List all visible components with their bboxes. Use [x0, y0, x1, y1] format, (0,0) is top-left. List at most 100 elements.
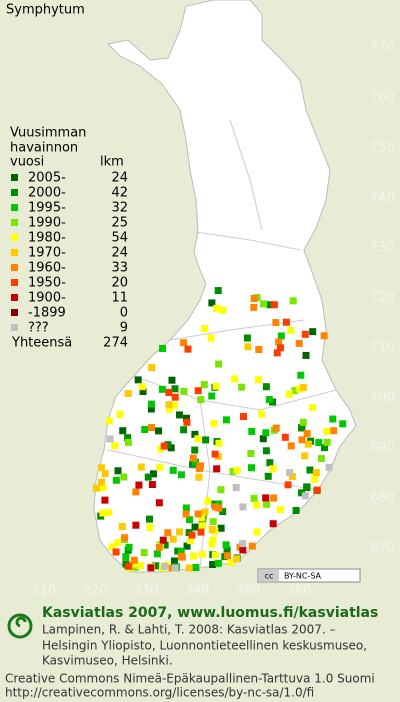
occurrence-square	[124, 389, 132, 397]
occurrence-square	[255, 346, 263, 354]
occurrence-square	[323, 427, 331, 435]
occurrence-square	[262, 383, 270, 391]
occurrence-square	[199, 522, 207, 530]
easting-label: 330	[134, 584, 159, 599]
occurrence-square	[194, 387, 202, 395]
occurrence-square	[125, 543, 133, 551]
occurrence-square	[184, 345, 192, 353]
occurrence-square	[298, 423, 306, 431]
occurrence-square	[258, 410, 266, 418]
occurrence-square	[138, 383, 146, 391]
occurrence-square	[301, 492, 309, 500]
occurrence-square	[244, 343, 252, 351]
occurrence-square	[171, 393, 179, 401]
occurrence-square	[215, 360, 223, 368]
occurrence-square	[253, 501, 261, 509]
occurrence-square	[239, 413, 247, 421]
occurrence-square	[313, 486, 321, 494]
occurrence-square	[139, 388, 147, 396]
legend-label: 1960-	[28, 261, 66, 276]
occurrence-square	[130, 556, 138, 564]
occurrence-square	[185, 564, 193, 572]
northing-label: 710	[370, 341, 395, 356]
occurrence-square	[92, 484, 100, 492]
occurrence-square	[212, 382, 220, 390]
legend-label: 1980-	[28, 231, 66, 246]
citation: Helsingin Yliopisto, Luonnontieteellinen…	[42, 639, 367, 653]
legend-label: 1900-	[28, 291, 66, 306]
occurrence-square	[288, 472, 296, 480]
occurrence-square	[275, 338, 283, 346]
occurrence-square	[194, 510, 202, 518]
legend-count: 9	[120, 321, 128, 336]
occurrence-square	[155, 543, 163, 551]
occurrence-square	[132, 521, 140, 529]
occurrence-square	[125, 562, 133, 570]
total: 274	[103, 336, 128, 351]
occurrence-square	[108, 543, 116, 551]
occurrence-square	[321, 444, 329, 452]
occurrence-square	[124, 438, 132, 446]
occurrence-square	[149, 470, 157, 478]
occurrence-square	[208, 526, 216, 534]
occurrence-square	[177, 471, 185, 479]
occurrence-square	[121, 534, 129, 542]
occurrence-square	[301, 330, 309, 338]
occurrence-square	[99, 484, 107, 492]
occurrence-square	[239, 540, 247, 548]
occurrence-square	[282, 318, 290, 326]
occurrence-square	[147, 400, 155, 408]
occurrence-square	[262, 447, 270, 455]
northing-label: 730	[370, 241, 395, 256]
occurrence-square	[114, 539, 122, 547]
occurrence-square	[176, 528, 184, 536]
occurrence-square	[198, 550, 206, 558]
occurrence-square	[129, 560, 137, 568]
occurrence-square	[238, 383, 246, 391]
occurrence-square	[116, 410, 124, 418]
easting-label: 310	[32, 584, 57, 599]
occurrence-square	[141, 425, 149, 433]
occurrence-square	[186, 516, 194, 524]
occurrence-square	[233, 555, 241, 563]
legend-swatch	[11, 234, 18, 241]
occurrence-square	[194, 435, 202, 443]
occurrence-square	[177, 552, 185, 560]
occurrence-square	[295, 339, 303, 347]
total-label: Yhteensä	[11, 336, 72, 351]
occurrence-square	[259, 435, 267, 443]
occurrence-square	[97, 464, 105, 472]
occurrence-square	[120, 473, 128, 481]
occurrence-square	[207, 334, 215, 342]
occurrence-square	[191, 458, 199, 466]
occurrence-square	[191, 523, 199, 531]
occurrence-square	[170, 557, 178, 565]
occurrence-square	[98, 478, 106, 486]
occurrence-square	[166, 405, 174, 413]
occurrence-square	[277, 332, 285, 340]
occurrence-square	[209, 518, 217, 526]
occurrence-square	[105, 509, 113, 517]
occurrence-square	[134, 376, 142, 384]
occurrence-square	[287, 326, 295, 334]
license: Creative Commons Nimeä-Epäkaupallinen-Ta…	[5, 672, 375, 686]
legend-label: 1990-	[28, 216, 66, 231]
occurrence-square	[217, 524, 225, 532]
occurrence-square	[248, 427, 256, 435]
occurrence-square	[208, 540, 216, 548]
occurrence-square	[211, 551, 219, 559]
occurrence-square	[232, 483, 240, 491]
occurrence-square	[144, 473, 152, 481]
legend-count: 11	[111, 291, 128, 306]
occurrence-square	[177, 547, 185, 555]
occurrence-square	[146, 524, 154, 532]
occurrence-square	[165, 401, 173, 409]
occurrence-square	[168, 376, 176, 384]
occurrence-square	[182, 504, 190, 512]
occurrence-square	[119, 427, 127, 435]
occurrence-square	[140, 549, 148, 557]
occurrence-square	[219, 508, 227, 516]
occurrence-square	[276, 506, 284, 514]
legend-count: 42	[111, 186, 128, 201]
